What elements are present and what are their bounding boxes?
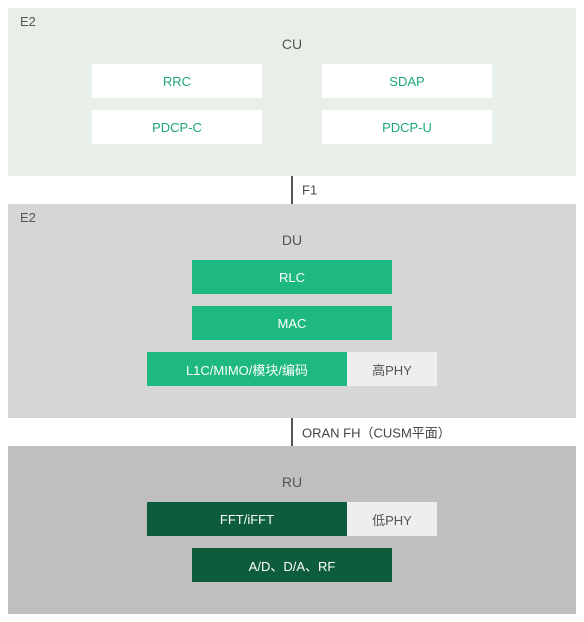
- ru-row-fft: FFT/iFFT 低PHY: [32, 502, 552, 536]
- f1-label: F1: [302, 183, 317, 198]
- interface-f1: F1: [8, 176, 576, 204]
- cu-block-pdcp-c: PDCP-C: [92, 110, 262, 144]
- cu-block-sdap: SDAP: [322, 64, 492, 98]
- cu-side-label: E2: [20, 14, 36, 29]
- f1-line: [291, 176, 293, 204]
- ru-section: RU FFT/iFFT 低PHY A/D、D/A、RF: [8, 446, 576, 614]
- ru-title: RU: [32, 474, 552, 490]
- cu-row-1: RRC SDAP: [32, 64, 552, 98]
- cu-block-rrc: RRC: [92, 64, 262, 98]
- cu-title: CU: [32, 36, 552, 52]
- oranfh-line: [291, 418, 293, 446]
- du-block-l1c: L1C/MIMO/模块/编码: [147, 352, 347, 386]
- cu-block-pdcp-u: PDCP-U: [322, 110, 492, 144]
- cu-section: E2 CU RRC SDAP PDCP-C PDCP-U: [8, 8, 576, 176]
- du-title: DU: [32, 232, 552, 248]
- ru-annot-low-phy: 低PHY: [347, 502, 437, 536]
- du-annot-high-phy: 高PHY: [347, 352, 437, 386]
- du-side-label: E2: [20, 210, 36, 225]
- ru-block-adrf: A/D、D/A、RF: [192, 548, 392, 582]
- du-row-l1c: L1C/MIMO/模块/编码 高PHY: [32, 352, 552, 386]
- ru-row-adrf: A/D、D/A、RF: [32, 548, 552, 582]
- ru-block-fft: FFT/iFFT: [147, 502, 347, 536]
- cu-row-2: PDCP-C PDCP-U: [32, 110, 552, 144]
- du-section: E2 DU RLC MAC L1C/MIMO/模块/编码 高PHY: [8, 204, 576, 418]
- du-block-rlc: RLC: [192, 260, 392, 294]
- oranfh-label: ORAN FH（CUSM平面）: [302, 423, 451, 442]
- interface-oranfh: ORAN FH（CUSM平面）: [8, 418, 576, 446]
- du-row-mac: MAC: [32, 306, 552, 340]
- du-row-rlc: RLC: [32, 260, 552, 294]
- du-block-mac: MAC: [192, 306, 392, 340]
